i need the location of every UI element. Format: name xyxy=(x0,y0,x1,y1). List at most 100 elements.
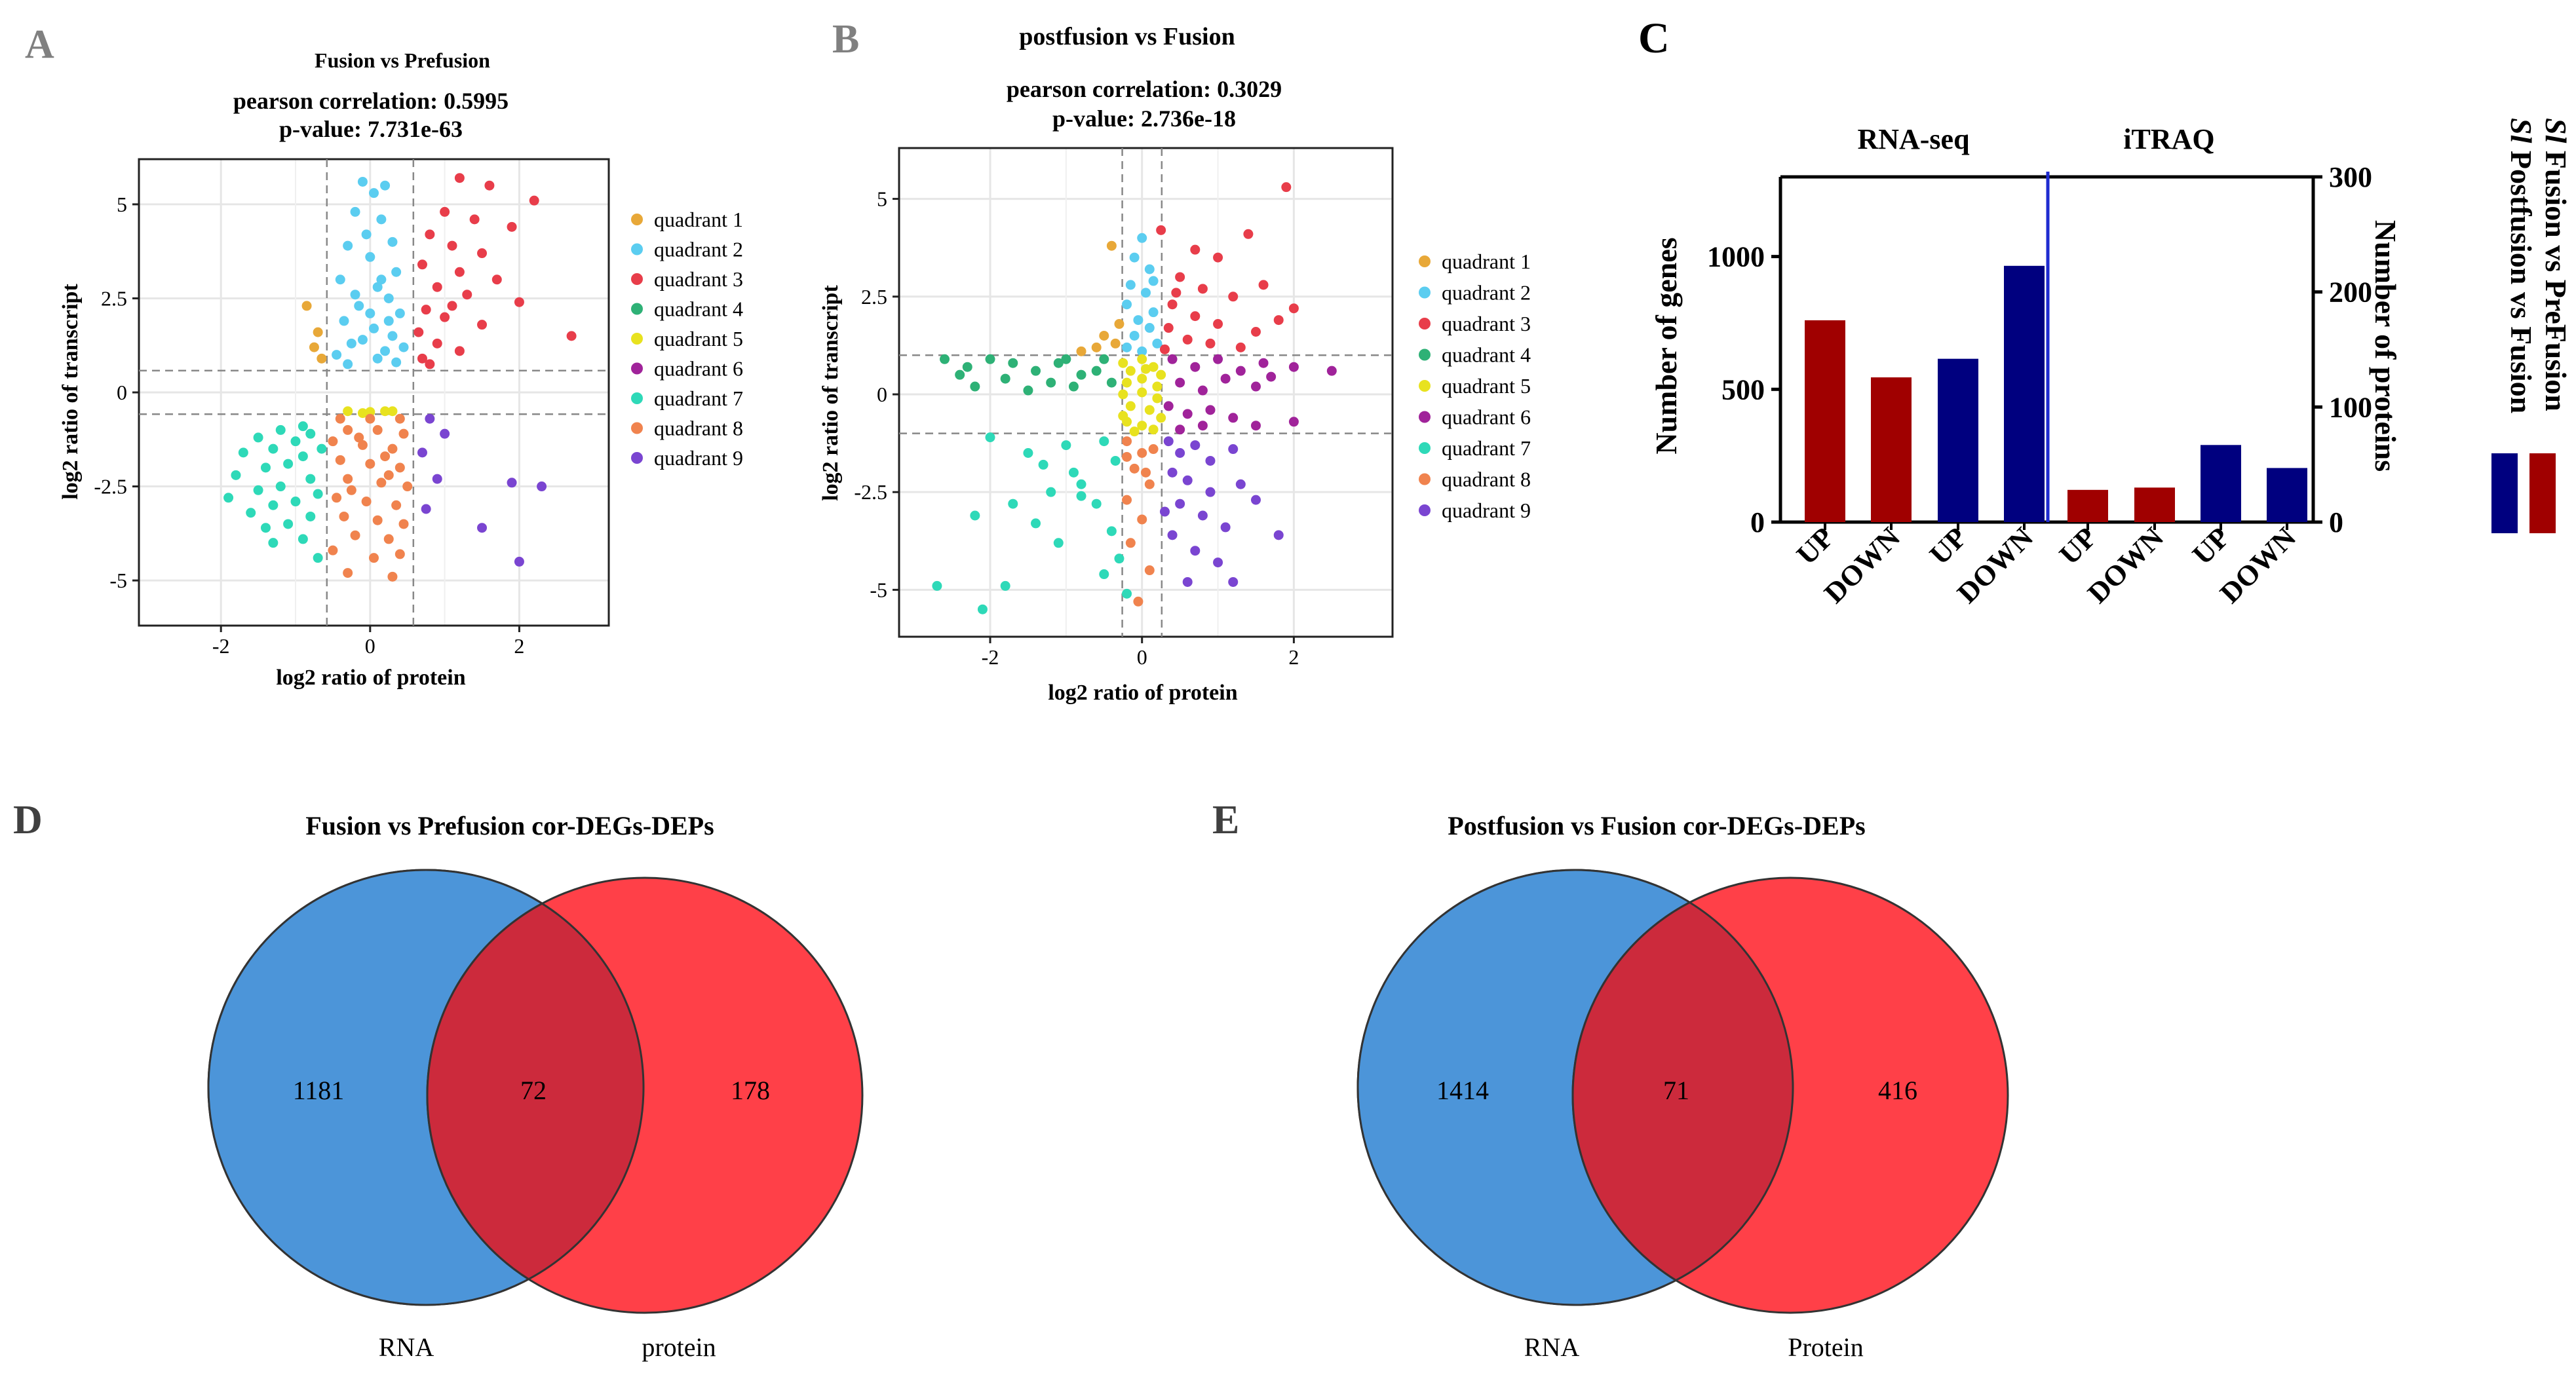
scatter-a-ylabel: log2 ratio of transcript xyxy=(58,284,83,500)
data-point xyxy=(1243,229,1254,239)
data-point xyxy=(1099,330,1109,341)
data-point xyxy=(398,428,409,439)
legend-swatch xyxy=(631,452,643,464)
category-label: UP xyxy=(2053,521,2103,571)
data-point xyxy=(1076,491,1086,501)
right-tick-label: 200 xyxy=(2329,276,2372,309)
bar xyxy=(2004,265,2045,522)
data-point xyxy=(1250,495,1261,505)
legend-label: quadrant 1 xyxy=(1442,250,1531,273)
data-point xyxy=(332,350,342,360)
data-point xyxy=(1182,576,1193,587)
data-point xyxy=(391,500,402,510)
data-point xyxy=(1068,381,1079,392)
data-point xyxy=(1213,354,1223,364)
data-point xyxy=(1129,426,1140,437)
x-tick-label: 0 xyxy=(365,634,375,658)
data-point xyxy=(1000,373,1010,384)
data-point xyxy=(383,293,394,303)
data-point xyxy=(1122,342,1132,352)
data-point xyxy=(387,406,398,417)
data-point xyxy=(970,381,980,392)
y-tick-label: 5 xyxy=(117,193,127,216)
legend-swatch xyxy=(631,362,643,375)
bar xyxy=(1871,377,1912,522)
data-point xyxy=(1129,330,1140,341)
data-point xyxy=(290,497,301,507)
data-point xyxy=(1250,381,1261,392)
data-point xyxy=(313,553,323,563)
data-point xyxy=(1228,413,1239,423)
data-point xyxy=(1125,538,1136,548)
scatter-b-title: postfusion vs Fusion xyxy=(1019,23,1235,50)
data-point xyxy=(335,455,345,465)
data-point xyxy=(1288,417,1299,427)
data-point xyxy=(1031,518,1041,529)
y-tick-label: -2.5 xyxy=(854,480,887,504)
data-point xyxy=(1061,440,1071,451)
data-point xyxy=(1148,424,1159,435)
legend-label: quadrant 3 xyxy=(1442,312,1531,335)
data-point xyxy=(339,316,349,326)
scatter-b-frame xyxy=(898,147,1394,638)
data-point xyxy=(447,301,457,311)
data-point xyxy=(350,206,360,217)
data-point xyxy=(1163,323,1174,333)
scatter-a-points xyxy=(223,173,577,582)
data-point xyxy=(317,443,327,454)
legend-label: quadrant 8 xyxy=(654,417,743,440)
venn-d-title: Fusion vs Prefusion cor-DEGs-DEPs xyxy=(305,811,714,840)
scatter-b-pearson: pearson correlation: 0.3029 xyxy=(1007,76,1282,102)
x-tick-label: -2 xyxy=(982,645,999,669)
data-point xyxy=(417,353,427,364)
legend-swatch xyxy=(1419,380,1431,392)
data-point xyxy=(268,500,279,510)
data-point xyxy=(477,320,488,330)
data-point xyxy=(1197,421,1208,431)
data-point xyxy=(1031,366,1041,376)
scatter-b-y-ticks: -5 -2.5 0 2.5 5 xyxy=(854,187,899,601)
data-point xyxy=(1228,444,1239,455)
data-point xyxy=(1122,588,1132,599)
legend-swatch xyxy=(1419,504,1431,516)
venn-panel-d: Fusion vs Prefusion cor-DEGs-DEPs 1181 7… xyxy=(207,811,864,1362)
panel-label-c: C xyxy=(1638,14,1670,62)
scatter-panel-a: Fusion vs Prefusion pearson correlation:… xyxy=(58,48,743,690)
data-point xyxy=(1281,182,1292,193)
data-point xyxy=(421,305,431,315)
data-point xyxy=(491,274,502,285)
data-point xyxy=(387,236,398,247)
category-label: DOWN xyxy=(2081,521,2170,609)
data-point xyxy=(1046,377,1056,388)
scatter-b-ylabel: log2 ratio of transcript xyxy=(818,285,843,501)
data-point xyxy=(1008,499,1018,509)
data-point xyxy=(1288,362,1299,372)
data-point xyxy=(985,432,995,443)
data-point xyxy=(365,413,375,424)
data-point xyxy=(369,323,379,333)
data-point xyxy=(447,240,457,251)
bar-c-right-axis-label: Number of proteins xyxy=(2369,220,2402,472)
data-point xyxy=(1137,233,1147,243)
data-point xyxy=(1141,288,1151,298)
data-point xyxy=(1038,459,1048,470)
data-point xyxy=(372,353,383,364)
data-point xyxy=(365,308,375,318)
data-point xyxy=(357,408,368,419)
data-point xyxy=(1156,413,1166,423)
bar-c-legend-swatch-postfusion xyxy=(2491,453,2518,533)
data-point xyxy=(1163,436,1174,447)
data-point xyxy=(425,359,435,369)
data-point xyxy=(417,259,427,270)
bar xyxy=(1938,358,1978,522)
data-point xyxy=(376,214,387,225)
data-point xyxy=(238,447,248,458)
venn-e-title: Postfusion vs Fusion cor-DEGs-DEPs xyxy=(1448,811,1865,840)
data-point xyxy=(1148,307,1159,318)
bar xyxy=(1805,320,1845,522)
data-point xyxy=(350,530,360,540)
data-point xyxy=(357,176,368,187)
data-point xyxy=(402,481,413,492)
data-point xyxy=(1182,475,1193,485)
data-point xyxy=(275,481,286,492)
